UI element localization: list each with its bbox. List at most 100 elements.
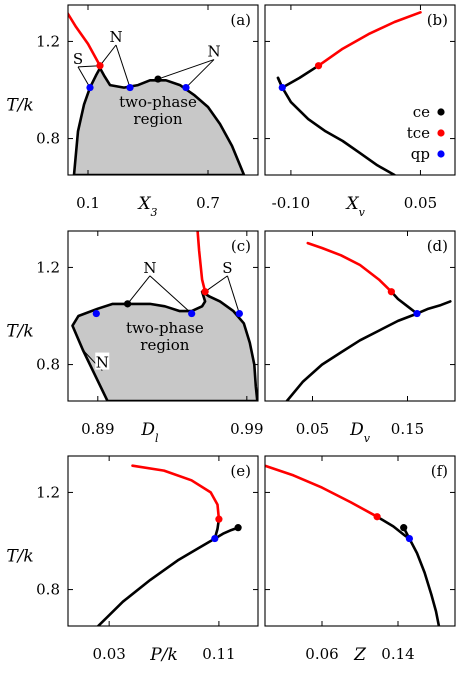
- y-axis-label: T/k: [6, 95, 33, 115]
- legend-marker: [437, 150, 445, 158]
- plot-area: [276, 11, 422, 175]
- tce-point: [387, 288, 395, 296]
- axes-frame: [264, 455, 456, 627]
- qp-point: [278, 83, 286, 92]
- tce-point: [314, 62, 323, 70]
- tce-point: [373, 513, 381, 521]
- x-tick-label: 0.14: [381, 645, 414, 663]
- coexistence-curve-1: [415, 300, 452, 315]
- axes-frame: [264, 4, 456, 176]
- ce-point: [234, 524, 242, 532]
- tce-curve-3: [131, 464, 221, 521]
- x-tick-label: 0.7: [196, 194, 220, 212]
- annotation-pointer: [127, 275, 151, 305]
- panel-label: (b): [427, 11, 448, 29]
- qp-point: [188, 309, 196, 318]
- ce-point: [154, 75, 162, 83]
- plot-area: [71, 231, 258, 401]
- tce-point: [215, 515, 223, 523]
- x-axis-label: Xv: [345, 194, 366, 219]
- legend-label: tce: [407, 124, 430, 142]
- tce-curve-2: [317, 11, 422, 67]
- panel-d: 0.05 Dv 0.15 (d): [264, 230, 456, 445]
- annotation-pointer: [77, 65, 101, 68]
- region-label: region: [140, 336, 189, 354]
- qp-point: [92, 309, 100, 318]
- x-tick-label: 0.05: [404, 194, 437, 212]
- coexistence-curve-0: [276, 76, 396, 175]
- coexistence-curve-2: [390, 290, 419, 315]
- x-axis-label: Z: [353, 645, 367, 665]
- annotation-bg: [95, 352, 110, 370]
- x-tick-label: 0.06: [305, 645, 338, 663]
- panel-label: (c): [231, 237, 251, 255]
- x-axis-label: P/k: [149, 645, 177, 665]
- annotation-label: S: [222, 259, 232, 277]
- qp-point: [235, 309, 243, 318]
- coexistence-curve-1: [213, 526, 240, 540]
- annotation-pointer: [204, 275, 228, 293]
- qp-point: [182, 83, 190, 92]
- annotation-pointer: [226, 275, 240, 314]
- panel-label: (e): [230, 462, 251, 480]
- annotation-pointer: [99, 44, 117, 67]
- panel-b: -0.10 Xv 0.05 (b) ce tce qp: [264, 4, 456, 219]
- annotation-bg: [220, 257, 235, 275]
- coexistence-curve-0: [71, 290, 258, 401]
- legend-marker: [437, 108, 445, 116]
- y-tick-label: 0.8: [36, 356, 60, 374]
- legend-label: ce: [413, 103, 430, 121]
- panel-f: 0.06 Z 0.14 (f): [264, 455, 456, 665]
- qp-point: [413, 309, 421, 318]
- axes-frame: [264, 230, 456, 402]
- x-tick-label: -0.10: [272, 194, 310, 212]
- qp-point: [86, 83, 94, 92]
- axes-frame: [67, 4, 259, 176]
- axes-frame: [67, 230, 259, 402]
- x-tick-label: 0.99: [230, 420, 263, 438]
- annotation-bg: [142, 257, 157, 275]
- annotation-pointer: [157, 59, 215, 80]
- panel-e: 0.03 P/k 0.11 0.8 1.2 T/k (e): [6, 455, 259, 665]
- qp-point: [211, 534, 219, 543]
- annotation-label: S: [73, 50, 83, 68]
- coexistence-curve-0: [96, 537, 217, 626]
- tce-curve-1: [68, 11, 102, 67]
- x-tick-label: 0.1: [76, 194, 100, 212]
- y-tick-label: 1.2: [36, 32, 60, 50]
- coexistence-curve-1: [276, 64, 320, 89]
- y-axis-label: T/k: [6, 321, 33, 341]
- x-tick-label: 0.03: [92, 645, 125, 663]
- y-tick-label: 0.8: [36, 130, 60, 148]
- coexistence-curve-3: [408, 537, 441, 626]
- qp-point: [126, 83, 134, 92]
- legend: ce tce qp: [407, 103, 445, 163]
- axes-frame: [67, 455, 259, 627]
- coexistence-curve-0: [285, 312, 419, 401]
- y-tick-label: 1.2: [36, 258, 60, 276]
- annotation-bg: [207, 41, 221, 59]
- plot-area: [265, 464, 441, 626]
- annotation-label: N: [96, 354, 109, 372]
- plot-area: [68, 11, 246, 175]
- annotation-pointer: [77, 66, 91, 88]
- y-tick-label: 0.8: [36, 581, 60, 599]
- qp-point: [405, 534, 413, 543]
- x-tick-label: 0.11: [202, 645, 235, 663]
- x-axis-label: Dl: [140, 420, 159, 445]
- legend-marker: [437, 129, 445, 137]
- annotation-label: N: [207, 43, 220, 61]
- tce-curve-3: [306, 241, 393, 293]
- y-axis-label: T/k: [6, 546, 33, 566]
- panel-label: (a): [230, 11, 251, 29]
- tce-curve-0: [265, 464, 379, 518]
- tce-point: [201, 288, 209, 296]
- annotation-pointer: [185, 59, 215, 88]
- tce-curve-1: [196, 231, 207, 293]
- ce-point: [400, 524, 408, 532]
- annotation-pointer: [149, 275, 193, 314]
- y-tick-label: 1.2: [36, 483, 60, 501]
- panel-label: (f): [431, 462, 448, 480]
